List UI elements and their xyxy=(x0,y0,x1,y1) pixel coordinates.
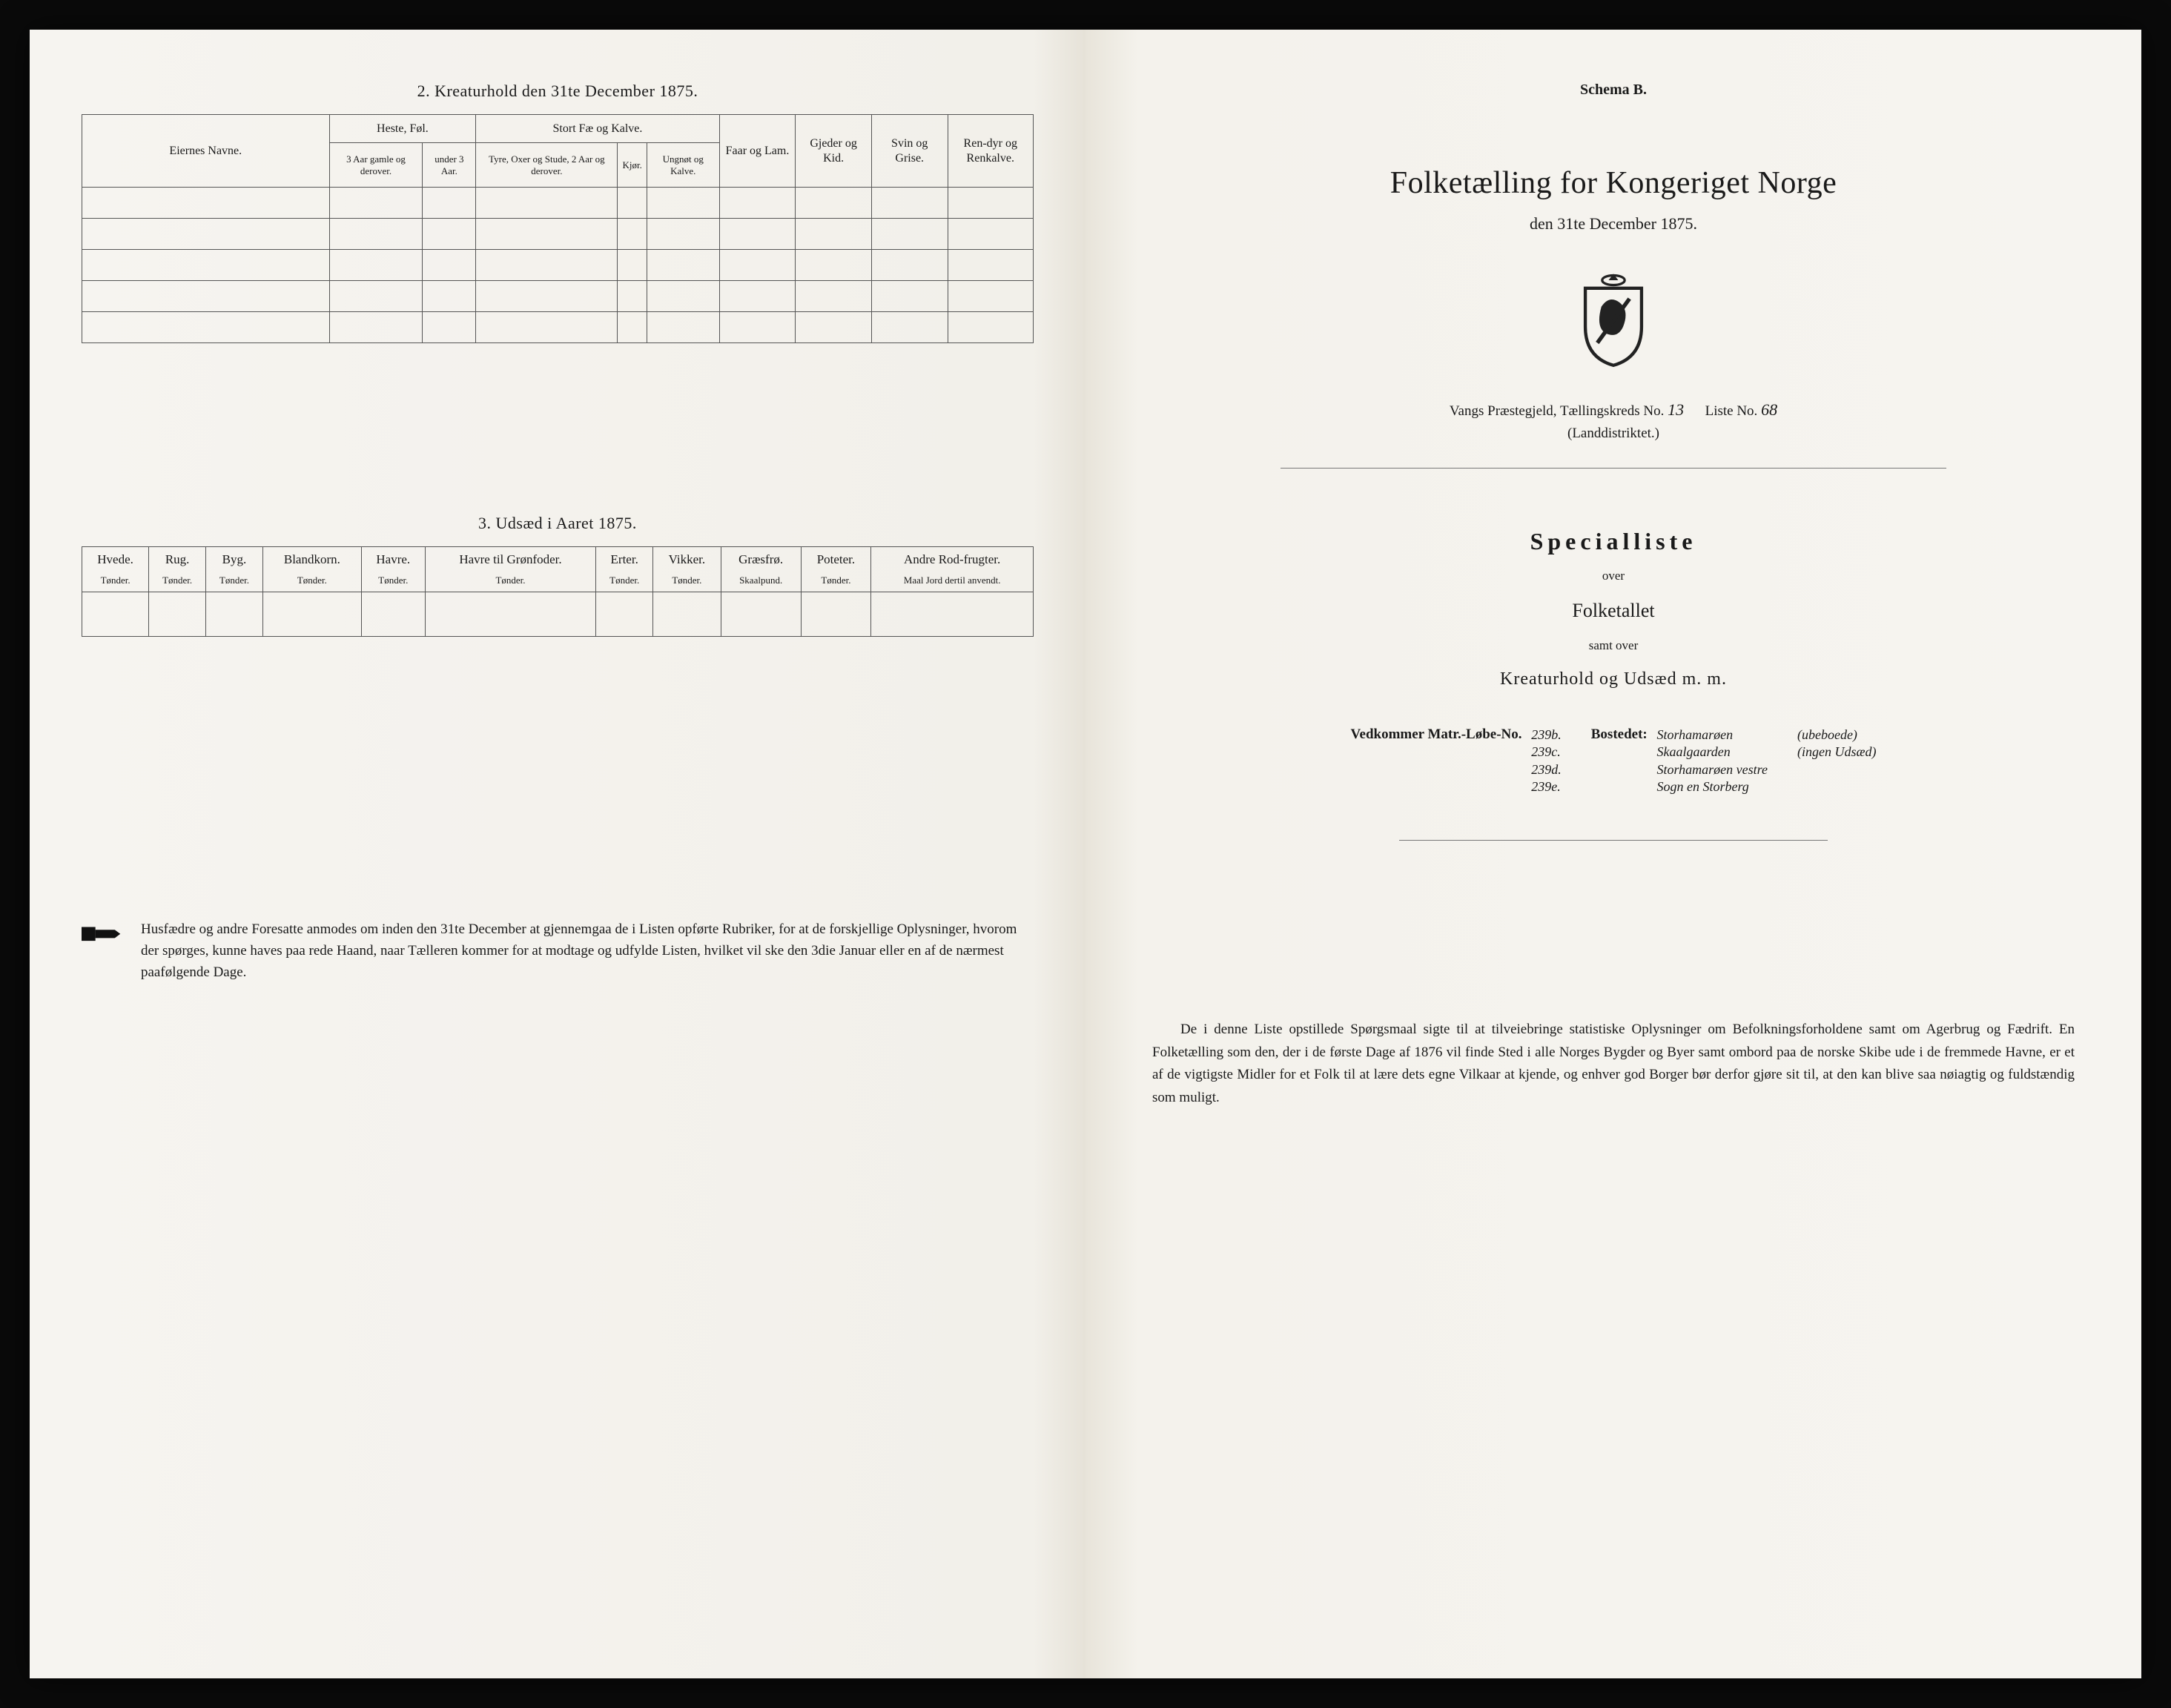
sub-horse-b: under 3 Aar. xyxy=(423,143,476,188)
land-label: (Landdistriktet.) xyxy=(1567,426,1659,441)
sub-cattle-a: Tyre, Oxer og Stude, 2 Aar og derover. xyxy=(476,143,618,188)
scan-frame: 2. Kreaturhold den 31te December 1875. E… xyxy=(0,0,2171,1708)
section3-title: 3. Udsæd i Aaret 1875. xyxy=(82,514,1034,533)
uds-col: Blandkorn.Tønder. xyxy=(262,547,361,592)
bottom-paragraph: De i denne Liste opstillede Spørgsmaal s… xyxy=(1137,1019,2089,1109)
title-date: den 31te December 1875. xyxy=(1137,214,2089,234)
uds-col: Græsfrø.Skaalpund. xyxy=(721,547,801,592)
table-row xyxy=(82,250,1034,281)
table-row xyxy=(82,281,1034,312)
page-spread: 2. Kreaturhold den 31te December 1875. E… xyxy=(30,30,2141,1678)
pointing-hand-icon xyxy=(82,921,123,947)
matr-row: Vedkommer Matr.-Løbe-No. 239b. 239c. 239… xyxy=(1137,726,2089,796)
rule xyxy=(1399,840,1828,841)
matr-values: 239b. 239c. 239d. 239e. xyxy=(1531,726,1562,796)
uds-col: Byg.Tønder. xyxy=(206,547,263,592)
sub-cattle-b: Kjør. xyxy=(618,143,647,188)
kreatur-line: Kreaturhold og Udsæd m. m. xyxy=(1137,669,2089,689)
col-pig: Svin og Grise. xyxy=(871,115,948,188)
table-row xyxy=(82,219,1034,250)
folketallet-label: Folketallet xyxy=(1137,600,2089,622)
uds-col: Poteter.Tønder. xyxy=(801,547,871,592)
uds-col: Havre til Grønfoder.Tønder. xyxy=(425,547,596,592)
right-page: Schema B. Folketælling for Kongeriget No… xyxy=(1086,30,2141,1678)
coat-of-arms-icon xyxy=(1573,271,1654,367)
col-rein: Ren-dyr og Renkalve. xyxy=(948,115,1033,188)
uds-col: Hvede.Tønder. xyxy=(82,547,149,592)
parish-label: Præstegjeld, Tællingskreds No. xyxy=(1487,403,1664,419)
kreatur-table: Eiernes Navne. Heste, Føl. Stort Fæ og K… xyxy=(82,114,1034,343)
section2-title: 2. Kreaturhold den 31te December 1875. xyxy=(82,82,1034,101)
parish-line: Vangs Præstegjeld, Tællingskreds No. 13 … xyxy=(1137,397,2089,446)
main-title: Folketælling for Kongeriget Norge xyxy=(1137,165,2089,201)
col-group-cattle: Stort Fæ og Kalve. xyxy=(476,115,719,143)
uds-col: Andre Rod-frugter.Maal Jord dertil anven… xyxy=(871,547,1034,592)
over-label: over xyxy=(1137,569,2089,583)
sub-horse-a: 3 Aar gamle og derover. xyxy=(329,143,423,188)
parish-name: Vangs xyxy=(1450,403,1484,419)
col-group-horse: Heste, Føl. xyxy=(329,115,476,143)
table-row xyxy=(82,592,1034,636)
liste-no: 68 xyxy=(1761,400,1777,419)
uds-col: Havre.Tønder. xyxy=(361,547,425,592)
col-owner: Eiernes Navne. xyxy=(82,115,330,188)
sub-cattle-c: Ungnøt og Kalve. xyxy=(647,143,719,188)
specialliste-heading: Specialliste xyxy=(1137,528,2089,555)
uds-col: Rug.Tønder. xyxy=(149,547,206,592)
bosted-values: Storhamarøen Skaalgaarden Storhamarøen v… xyxy=(1656,726,1767,796)
uds-col: Erter.Tønder. xyxy=(596,547,653,592)
bosted-note: (ubeboede) (ingen Udsæd) xyxy=(1797,726,1877,761)
footnote: Husfædre og andre Foresatte anmodes om i… xyxy=(82,918,1034,984)
col-sheep: Faar og Lam. xyxy=(719,115,796,188)
schema-label: Schema B. xyxy=(1137,82,2089,99)
rule xyxy=(1281,468,1947,469)
table-row xyxy=(82,188,1034,219)
col-goat: Gjeder og Kid. xyxy=(796,115,872,188)
kreds-no: 13 xyxy=(1668,400,1684,419)
bosted-label: Bostedet: xyxy=(1591,726,1648,742)
table-row xyxy=(82,312,1034,343)
udsaed-table: Hvede.Tønder. Rug.Tønder. Byg.Tønder. Bl… xyxy=(82,546,1034,637)
left-page: 2. Kreaturhold den 31te December 1875. E… xyxy=(30,30,1086,1678)
uds-col: Vikker.Tønder. xyxy=(653,547,721,592)
footnote-text: Husfædre og andre Foresatte anmodes om i… xyxy=(141,918,1034,984)
samt-label: samt over xyxy=(1137,638,2089,653)
liste-label: Liste No. xyxy=(1705,403,1758,419)
matr-label: Vedkommer Matr.-Løbe-No. xyxy=(1351,726,1522,742)
